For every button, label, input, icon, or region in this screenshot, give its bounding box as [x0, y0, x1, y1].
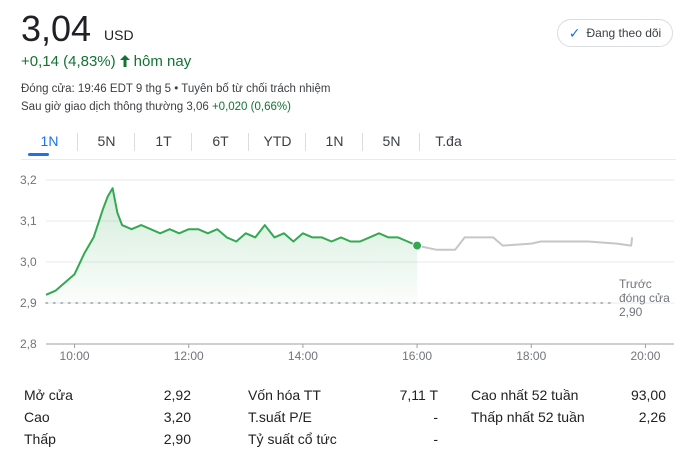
x-tick-label: 10:00: [60, 349, 90, 363]
stat-label: Thấp nhất 52 tuần: [471, 409, 585, 425]
stat-value: 93,00: [630, 387, 666, 403]
x-tick-label: 18:00: [516, 349, 546, 363]
tab-5y[interactable]: 5N: [363, 133, 420, 156]
stat-row: Mở cửa 2,92: [24, 387, 674, 407]
current-price: 3,04: [21, 8, 92, 49]
stat-value: 7,11 T: [399, 387, 438, 403]
stat-label: T.suất P/E: [248, 409, 312, 425]
stat-value: 2,26: [638, 409, 666, 425]
stat-row: Thấp 2,90: [24, 431, 674, 451]
y-tick-label: 3,2: [20, 173, 37, 187]
currency-label: USD: [104, 27, 134, 43]
price-line: [45, 187, 418, 296]
stat-row: T.suất P/E -: [24, 409, 674, 429]
tab-ytd[interactable]: YTD: [249, 133, 306, 156]
y-tick-label: 3,0: [20, 255, 37, 269]
stat-row: Cao nhất 52 tuần 93,00: [24, 387, 674, 407]
tab-6m[interactable]: 6T: [192, 133, 249, 156]
check-icon: ✓: [568, 24, 581, 41]
stat-value: -: [433, 409, 438, 425]
tab-1m[interactable]: 1T: [135, 133, 192, 156]
stat-row: Tỷ suất cổ tức -: [24, 431, 674, 451]
stat-label: Mở cửa: [24, 387, 73, 403]
range-tabs: 1N 5N 1T 6T YTD 1N 5N T.đa: [21, 133, 477, 156]
x-tick-label: 12:00: [174, 349, 204, 363]
stat-label: Cao nhất 52 tuần: [471, 387, 579, 403]
stat-row: Cao 3,20: [24, 409, 674, 429]
last-price-dot: [412, 240, 423, 251]
x-tick-label: 20:00: [630, 349, 660, 363]
previous-close-label: đóng cửa: [619, 291, 670, 305]
tab-max[interactable]: T.đa: [435, 133, 462, 149]
stat-value: -: [433, 431, 438, 447]
stat-value: 3,20: [163, 409, 191, 425]
stat-label: Thấp: [24, 431, 56, 447]
price-area: [46, 188, 418, 303]
period-label: hôm nay: [133, 53, 192, 70]
x-tick-label: 14:00: [288, 349, 318, 363]
stat-row: Thấp nhất 52 tuần 2,26: [24, 409, 674, 429]
tab-1y[interactable]: 1N: [306, 133, 363, 156]
stat-value: 2,92: [163, 387, 191, 403]
change-value: +0,14 (4,83%): [21, 53, 116, 70]
y-tick-label: 2,8: [20, 337, 37, 351]
status-line: Đóng cửa: 19:46 EDT 9 thg 5 • Tuyên bố t…: [21, 83, 331, 95]
y-tick-label: 2,9: [20, 296, 37, 310]
stat-label: Cao: [24, 409, 50, 425]
after-hours-prefix: Sau giờ giao dịch thông thường 3,06: [21, 101, 209, 113]
x-tick-label: 16:00: [402, 349, 432, 363]
after-hours-line: [416, 236, 634, 251]
tab-1d[interactable]: 1N: [21, 133, 78, 156]
y-tick-label: 3,1: [20, 214, 37, 228]
stat-row: Vốn hóa TT 7,11 T: [24, 387, 674, 407]
price-chart[interactable]: 3,2 3,1 3,0 2,9 2,8 10:00 12:00 14:00 16:00 18:00…: [0, 160, 697, 370]
arrow-up-icon: [119, 54, 130, 70]
tab-5d[interactable]: 5N: [78, 133, 135, 156]
previous-close-label: Trước: [619, 277, 652, 291]
price-change: +0,14 (4,83%) hôm nay: [21, 53, 191, 70]
follow-label: Đang theo dõi: [586, 26, 662, 40]
after-hours-change: +0,020 (0,66%): [211, 101, 291, 113]
previous-close-label: 2,90: [619, 305, 643, 319]
stat-label: Vốn hóa TT: [248, 387, 321, 403]
tabs-divider: [21, 159, 676, 160]
after-hours-line: Sau giờ giao dịch thông thường 3,06 +0,0…: [21, 101, 291, 113]
stat-value: 2,90: [163, 431, 191, 447]
stat-label: Tỷ suất cổ tức: [248, 431, 337, 447]
follow-button[interactable]: ✓ Đang theo dõi: [557, 19, 673, 47]
